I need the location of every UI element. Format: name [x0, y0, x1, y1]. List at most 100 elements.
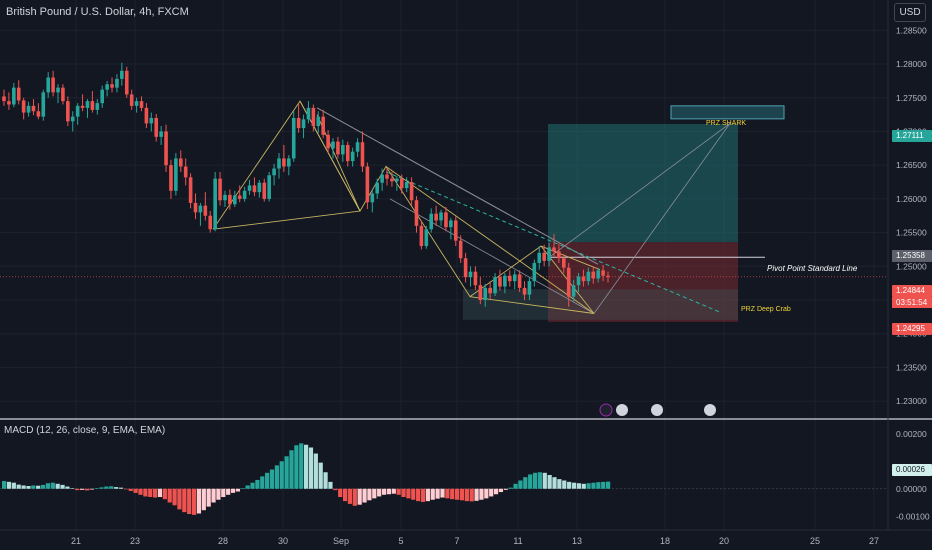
macd-bar — [503, 488, 508, 490]
macd-bar — [557, 479, 562, 489]
candle-body — [498, 277, 502, 287]
macd-bar — [571, 482, 577, 489]
macd-value-tag: 0.00026 — [892, 464, 932, 476]
candle-body — [542, 252, 546, 261]
macd-bar — [318, 462, 323, 489]
candle-body — [80, 105, 85, 108]
macd-bar — [284, 456, 289, 489]
time-tick-label: 21 — [71, 536, 81, 546]
macd-bar — [245, 485, 250, 489]
macd-bar — [45, 483, 51, 489]
price-tick-label: 1.23500 — [896, 362, 927, 372]
candle-body — [169, 165, 173, 191]
candle-body — [139, 101, 144, 108]
candle-body — [468, 271, 473, 278]
candle-body — [110, 84, 114, 88]
macd-bar — [401, 488, 406, 497]
profit-zone — [548, 123, 738, 243]
candle-body — [174, 158, 178, 191]
macd-bar — [11, 482, 16, 489]
candle-body — [70, 116, 75, 122]
candle-body — [203, 205, 208, 216]
candle-body — [306, 107, 311, 120]
macd-tick-label: -0.00100 — [896, 511, 930, 521]
candle-body — [336, 141, 340, 155]
macd-bar — [36, 485, 41, 489]
macd-indicator-label[interactable]: MACD (12, 26, close, 9, EMA, EMA) — [4, 425, 166, 436]
macd-bar — [493, 488, 499, 495]
time-tick-label: 18 — [660, 536, 670, 546]
candle-body — [341, 144, 345, 155]
macd-bar — [532, 472, 538, 489]
candle-body — [129, 94, 134, 106]
macd-bar — [89, 488, 94, 490]
macd-bar — [562, 480, 567, 489]
macd-bar — [420, 488, 426, 502]
macd-bar — [138, 488, 143, 495]
macd-bar — [338, 488, 343, 497]
flash-event-icon — [599, 403, 613, 417]
macd-bar — [576, 483, 581, 489]
prz-shark-zone — [670, 105, 785, 120]
macd-bar — [230, 488, 236, 493]
macd-bar — [187, 488, 192, 515]
macd-bar — [425, 488, 430, 502]
macd-bar — [289, 450, 294, 489]
candle-body — [473, 271, 478, 286]
macd-bar — [430, 488, 435, 500]
macd-bar — [391, 488, 396, 494]
macd-bar — [294, 445, 299, 489]
macd-bar — [109, 486, 114, 489]
macd-bar — [464, 488, 469, 502]
candle-body — [365, 166, 370, 203]
macd-bar — [128, 488, 133, 491]
candle-body — [291, 117, 296, 159]
candle-body — [409, 182, 414, 201]
candle-body — [434, 213, 438, 221]
time-tick-label: 25 — [810, 536, 820, 546]
macd-bar — [196, 488, 202, 514]
macd-bar — [508, 487, 513, 489]
stop-price-tag: 1.24295 — [892, 323, 932, 335]
macd-bar — [367, 488, 372, 501]
candle-body — [242, 190, 247, 199]
currency-button[interactable]: USD — [894, 3, 926, 22]
candle-body — [321, 116, 325, 135]
candle-body — [552, 247, 556, 252]
candle-body — [7, 101, 11, 105]
harmonic-pattern-line — [299, 100, 361, 212]
macd-bar — [406, 488, 411, 499]
candle-body — [581, 276, 586, 282]
candle-body — [164, 131, 168, 166]
price-tick-label: 1.25500 — [896, 228, 927, 238]
candle-body — [576, 276, 581, 286]
candle-body — [2, 96, 6, 102]
macd-bar — [75, 488, 80, 491]
candle-body — [85, 101, 90, 108]
candle-body — [66, 101, 70, 122]
candle-body — [606, 275, 610, 278]
candle-body — [277, 158, 281, 169]
macd-bar — [221, 488, 226, 497]
macd-bar — [162, 488, 167, 500]
candle-body — [395, 178, 399, 182]
macd-bar — [16, 484, 21, 489]
candle-body — [399, 178, 404, 189]
candle-body — [26, 105, 31, 113]
candle-body — [296, 117, 301, 129]
time-tick-label: 23 — [130, 536, 140, 546]
macd-bar — [411, 488, 416, 500]
macd-bar — [55, 483, 60, 489]
projection-line — [593, 123, 731, 314]
macd-bar — [133, 488, 138, 493]
candle-body — [213, 178, 217, 230]
macd-bar — [547, 475, 552, 489]
time-tick-label: 20 — [719, 536, 729, 546]
macd-bar — [50, 482, 55, 489]
price-tick-label: 1.25000 — [896, 261, 927, 271]
price-tick-label: 1.23000 — [896, 396, 927, 406]
candle-body — [458, 240, 463, 259]
candle-body — [56, 87, 60, 93]
candle-body — [149, 117, 154, 124]
